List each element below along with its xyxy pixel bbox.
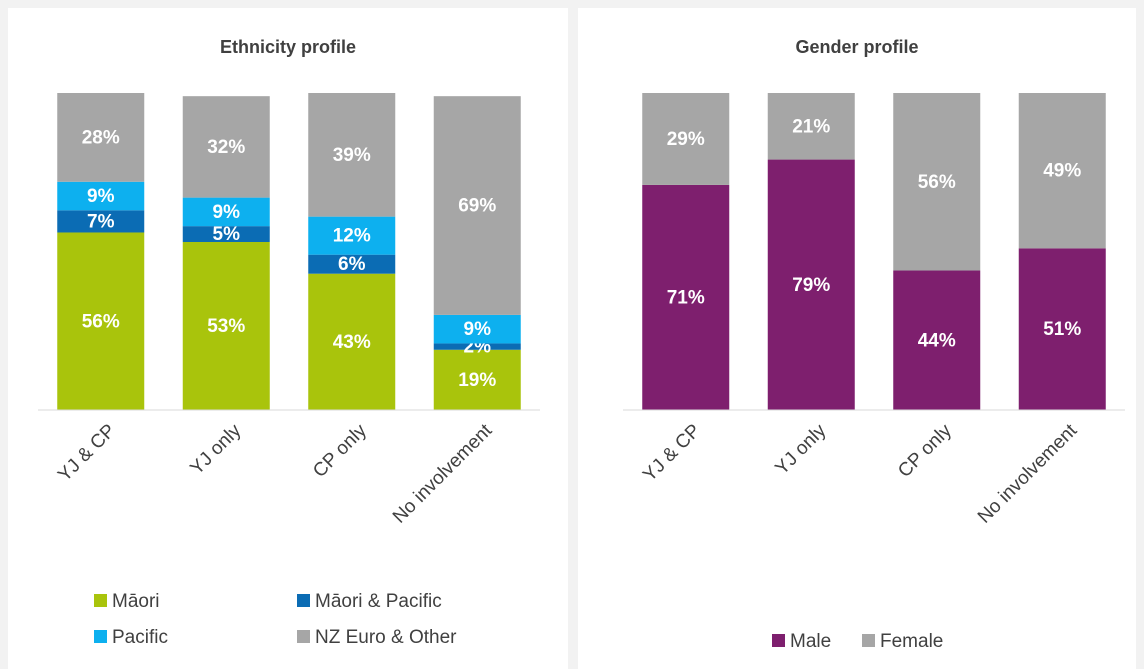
bar-segment — [893, 270, 981, 410]
bar-segment — [1018, 93, 1106, 249]
legend-swatch — [94, 594, 107, 607]
bar-segment — [433, 96, 521, 315]
bar-segment — [433, 314, 521, 344]
data-label: 39% — [333, 145, 371, 166]
data-label: 6% — [338, 254, 366, 275]
bar-segment — [767, 159, 855, 410]
chart-title: Gender profile — [795, 37, 918, 57]
bar-segment — [433, 349, 521, 410]
bar-segment — [182, 96, 270, 198]
bar-segment — [308, 273, 396, 410]
data-label: 56% — [82, 311, 120, 332]
data-label: 9% — [213, 202, 241, 223]
bar-segment — [57, 232, 145, 410]
legend-label: Male — [790, 631, 831, 652]
data-label: 51% — [1043, 319, 1081, 340]
data-label: 43% — [333, 332, 371, 353]
bar-segment — [1018, 248, 1106, 410]
data-label: 49% — [1043, 161, 1081, 182]
bar-segment — [182, 226, 270, 242]
legend-swatch — [862, 634, 875, 647]
legend-swatch — [297, 630, 310, 643]
legend-label: Māori & Pacific — [315, 591, 442, 612]
data-label: 5% — [213, 224, 241, 245]
data-label: 12% — [333, 226, 371, 247]
legend-swatch — [772, 634, 785, 647]
bar-segment — [767, 93, 855, 160]
data-label: 53% — [207, 316, 245, 337]
data-label: 9% — [464, 319, 492, 340]
bar-segment — [642, 184, 730, 410]
data-label: 69% — [458, 196, 496, 217]
bar-segment — [182, 197, 270, 227]
legend-label: NZ Euro & Other — [315, 627, 457, 648]
bar-segment — [642, 93, 730, 185]
bar-segment — [893, 93, 981, 271]
data-label: 19% — [458, 370, 496, 391]
bar-segment — [182, 241, 270, 410]
data-label: 32% — [207, 137, 245, 158]
data-label: 71% — [667, 287, 705, 308]
data-label: 44% — [918, 330, 956, 351]
data-label: 56% — [918, 172, 956, 193]
legend-swatch — [297, 594, 310, 607]
legend-label: Female — [880, 631, 943, 652]
data-label: 9% — [87, 186, 115, 207]
bar-segment — [57, 93, 145, 182]
bar-segment — [57, 181, 145, 211]
chart-title: Ethnicity profile — [220, 37, 356, 57]
legend-swatch — [94, 630, 107, 643]
bar-segment — [57, 210, 145, 233]
bar-segment — [308, 216, 396, 255]
legend-label: Pacific — [112, 627, 168, 648]
bar-segment — [308, 93, 396, 217]
bar-segment — [308, 254, 396, 274]
data-label: 7% — [87, 211, 115, 232]
data-label: 28% — [82, 127, 120, 148]
data-label: 29% — [667, 129, 705, 150]
data-label: 79% — [792, 275, 830, 296]
legend-label: Māori — [112, 591, 160, 612]
bar-segment — [433, 343, 521, 350]
data-label: 21% — [792, 116, 830, 137]
